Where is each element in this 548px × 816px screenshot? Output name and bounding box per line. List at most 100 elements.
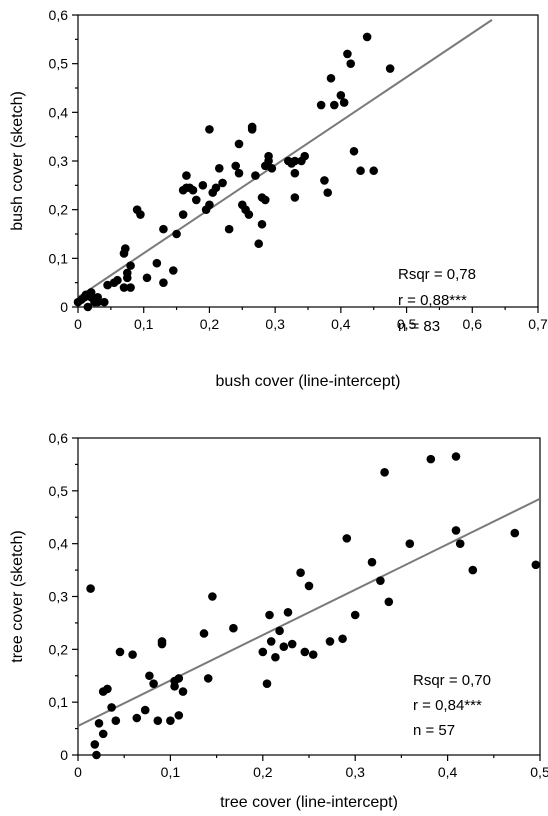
data-point (376, 576, 385, 585)
data-point (153, 716, 163, 725)
data-point (251, 171, 260, 180)
data-point (99, 297, 109, 307)
data-point (203, 674, 213, 683)
stat-annotation: r = 0,84*** (413, 697, 482, 714)
data-point (336, 91, 346, 100)
data-point (90, 740, 100, 749)
x-tick-label: 0,7 (528, 316, 548, 332)
data-point (126, 283, 135, 292)
data-point (271, 652, 280, 662)
data-point (258, 647, 268, 657)
data-point (290, 156, 300, 166)
data-point (385, 64, 395, 73)
data-point (451, 452, 461, 461)
data-point (136, 210, 145, 219)
data-point (198, 181, 208, 190)
data-point (426, 454, 436, 464)
data-point (247, 122, 257, 132)
data-point (145, 671, 154, 681)
data-point (188, 185, 198, 195)
data-point (384, 597, 394, 607)
x-tick-label: 0,4 (331, 316, 351, 332)
y-tick-label: 0,2 (49, 641, 69, 657)
data-point (304, 581, 314, 591)
data-point (290, 168, 300, 178)
data-point (350, 610, 360, 620)
data-point (83, 302, 93, 312)
data-point (159, 224, 168, 234)
data-point (159, 278, 168, 287)
plot-frame (77, 14, 539, 308)
x-tick-label: 0 (74, 764, 82, 780)
data-point (316, 100, 326, 110)
data-point (214, 164, 224, 173)
data-point (174, 674, 184, 683)
data-point (339, 98, 349, 107)
data-point (231, 161, 241, 171)
data-point (103, 280, 112, 290)
y-tick-label: 0,6 (49, 430, 69, 446)
bush-cover-scatter-panel: 0 0,1 0,2 0,3 0,4 0,5 0,6 0,7 0 0,1 0,2 0,3 0,4 0,5 0,… (9, 7, 548, 390)
y-tick-label: 0,5 (49, 56, 69, 72)
y-tick-label: 0,1 (49, 250, 69, 266)
data-point (342, 534, 352, 543)
data-point (323, 188, 333, 197)
x-tick-label: 0,1 (161, 764, 181, 780)
data-point (290, 193, 300, 202)
data-point (234, 139, 244, 149)
y-tick-label: 0,5 (49, 483, 69, 499)
data-point (320, 176, 329, 185)
y-tick-label: 0,3 (49, 153, 69, 169)
data-point (115, 647, 125, 657)
data-point (279, 642, 289, 651)
data-point (107, 703, 116, 712)
data-point (338, 634, 347, 644)
data-point (86, 584, 95, 593)
data-point (93, 292, 103, 302)
data-point (343, 49, 352, 59)
data-point (178, 687, 188, 696)
data-point (325, 637, 335, 646)
x-tick-label: 0,2 (200, 316, 220, 332)
data-point (531, 560, 541, 570)
data-point (229, 623, 238, 633)
x-tick-label: 0,2 (253, 764, 273, 780)
y-tick-label: 0,6 (49, 7, 69, 23)
stat-annotation: Rsqr = 0,70 (413, 672, 491, 689)
data-point (367, 557, 377, 567)
data-point (329, 100, 339, 110)
data-point (86, 288, 96, 297)
data-point (296, 568, 305, 578)
y-tick-label: 0,3 (49, 589, 69, 605)
data-point (157, 637, 167, 646)
stat-annotation: n = 83 (398, 318, 440, 335)
data-point (265, 610, 274, 620)
data-point (224, 224, 234, 234)
data-point (308, 650, 318, 659)
data-point (283, 608, 293, 617)
data-point (132, 713, 142, 723)
data-point (205, 125, 214, 134)
data-point (244, 210, 254, 219)
x-tick-label: 0,3 (265, 316, 285, 332)
stat-annotation: Rsqr = 0,78 (398, 266, 476, 283)
data-point (275, 626, 284, 636)
data-point (128, 650, 137, 659)
regression-line (78, 497, 540, 727)
data-point (140, 705, 150, 715)
data-point (122, 268, 132, 278)
data-point (260, 195, 270, 205)
tree-cover-scatter-panel: 0 0,1 0,2 0,3 0,4 0,5 0 0,1 0,2 0,3 0,4 0,5 0,6 tree … (9, 430, 548, 811)
data-point (113, 275, 122, 285)
x-axis-label: tree cover (line-intercept) (220, 794, 398, 811)
data-point (103, 684, 112, 694)
x-tick-label: 0,6 (463, 316, 483, 332)
y-axis-label: tree cover (sketch) (9, 530, 26, 662)
y-axis-label: bush cover (sketch) (9, 91, 26, 231)
data-point (94, 719, 104, 728)
data-point (199, 629, 209, 638)
data-point (266, 637, 276, 646)
data-point (98, 729, 108, 739)
data-point (208, 592, 217, 601)
